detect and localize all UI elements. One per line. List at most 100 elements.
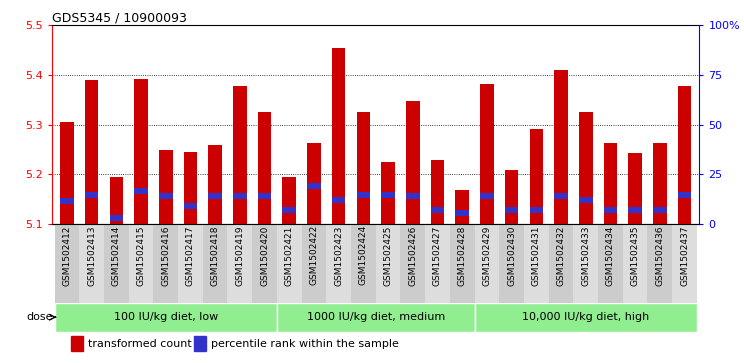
Text: GSM1502435: GSM1502435 (631, 225, 640, 286)
Bar (184, 203, 197, 209)
Bar (159, 193, 173, 199)
Bar (307, 183, 321, 189)
Bar (104, 224, 129, 303)
Bar (647, 224, 672, 303)
Bar (356, 112, 371, 224)
Bar (153, 224, 178, 303)
Bar (194, 337, 206, 351)
Bar (257, 112, 272, 224)
Bar (425, 224, 450, 303)
Bar (109, 176, 123, 224)
Bar (653, 143, 667, 224)
Text: GSM1502425: GSM1502425 (384, 225, 393, 286)
Bar (653, 207, 667, 213)
Text: GSM1502436: GSM1502436 (655, 225, 664, 286)
Bar (406, 101, 420, 224)
Text: GSM1502427: GSM1502427 (433, 225, 442, 286)
Text: dose: dose (26, 312, 53, 322)
Bar (71, 337, 83, 351)
Bar (406, 193, 420, 199)
Text: GSM1502413: GSM1502413 (87, 225, 96, 286)
Bar (623, 224, 647, 303)
Text: GSM1502419: GSM1502419 (235, 225, 244, 286)
Bar (455, 210, 469, 216)
Bar (530, 130, 543, 224)
Bar (678, 86, 691, 224)
Bar (579, 112, 592, 224)
Bar (499, 224, 524, 303)
Bar (301, 224, 327, 303)
Bar (672, 224, 697, 303)
Text: GSM1502426: GSM1502426 (408, 225, 417, 286)
Bar (228, 224, 252, 303)
Bar (257, 193, 272, 199)
Bar (475, 224, 499, 303)
Bar (629, 207, 642, 213)
Bar (381, 192, 395, 198)
Text: GSM1502434: GSM1502434 (606, 225, 615, 286)
Bar (54, 303, 277, 331)
Bar (134, 188, 148, 194)
Bar (400, 224, 425, 303)
Bar (85, 80, 98, 224)
Text: GSM1502431: GSM1502431 (532, 225, 541, 286)
Text: GSM1502424: GSM1502424 (359, 225, 368, 285)
Text: GSM1502429: GSM1502429 (482, 225, 491, 286)
Bar (178, 224, 203, 303)
Text: GSM1502432: GSM1502432 (557, 225, 565, 286)
Bar (208, 145, 222, 224)
Bar (598, 224, 623, 303)
Bar (574, 224, 598, 303)
Bar (233, 193, 246, 199)
Bar (203, 224, 228, 303)
Bar (480, 193, 494, 199)
Bar (376, 224, 400, 303)
Bar (381, 162, 395, 224)
Text: GSM1502415: GSM1502415 (136, 225, 146, 286)
Bar (307, 143, 321, 224)
Bar (208, 193, 222, 199)
Bar (554, 193, 568, 199)
Bar (54, 224, 80, 303)
Bar (332, 48, 345, 224)
Text: 1000 IU/kg diet, medium: 1000 IU/kg diet, medium (307, 312, 445, 322)
Text: GSM1502416: GSM1502416 (161, 225, 170, 286)
Text: 100 IU/kg diet, low: 100 IU/kg diet, low (114, 312, 218, 322)
Bar (530, 207, 543, 213)
Bar (233, 86, 246, 224)
Bar (184, 152, 197, 224)
Bar (505, 207, 519, 213)
Text: GDS5345 / 10900093: GDS5345 / 10900093 (52, 11, 187, 24)
Bar (524, 224, 548, 303)
Bar (129, 224, 153, 303)
Bar (159, 150, 173, 224)
Text: GSM1502421: GSM1502421 (285, 225, 294, 286)
Text: 10,000 IU/kg diet, high: 10,000 IU/kg diet, high (522, 312, 650, 322)
Bar (60, 122, 74, 224)
Bar (277, 303, 475, 331)
Bar (431, 207, 444, 213)
Bar (252, 224, 277, 303)
Text: GSM1502430: GSM1502430 (507, 225, 516, 286)
Bar (80, 224, 104, 303)
Bar (283, 207, 296, 213)
Text: GSM1502428: GSM1502428 (458, 225, 466, 286)
Bar (332, 197, 345, 203)
Bar (134, 79, 148, 224)
Bar (603, 207, 618, 213)
Bar (475, 303, 697, 331)
Text: GSM1502414: GSM1502414 (112, 225, 121, 286)
Bar (327, 224, 351, 303)
Bar (283, 176, 296, 224)
Bar (480, 84, 494, 224)
Bar (554, 70, 568, 224)
Text: transformed count: transformed count (88, 339, 191, 348)
Bar (356, 192, 371, 198)
Text: GSM1502418: GSM1502418 (211, 225, 219, 286)
Bar (629, 153, 642, 224)
Text: GSM1502433: GSM1502433 (581, 225, 590, 286)
Bar (431, 160, 444, 224)
Bar (277, 224, 301, 303)
Text: GSM1502417: GSM1502417 (186, 225, 195, 286)
Bar (450, 224, 475, 303)
